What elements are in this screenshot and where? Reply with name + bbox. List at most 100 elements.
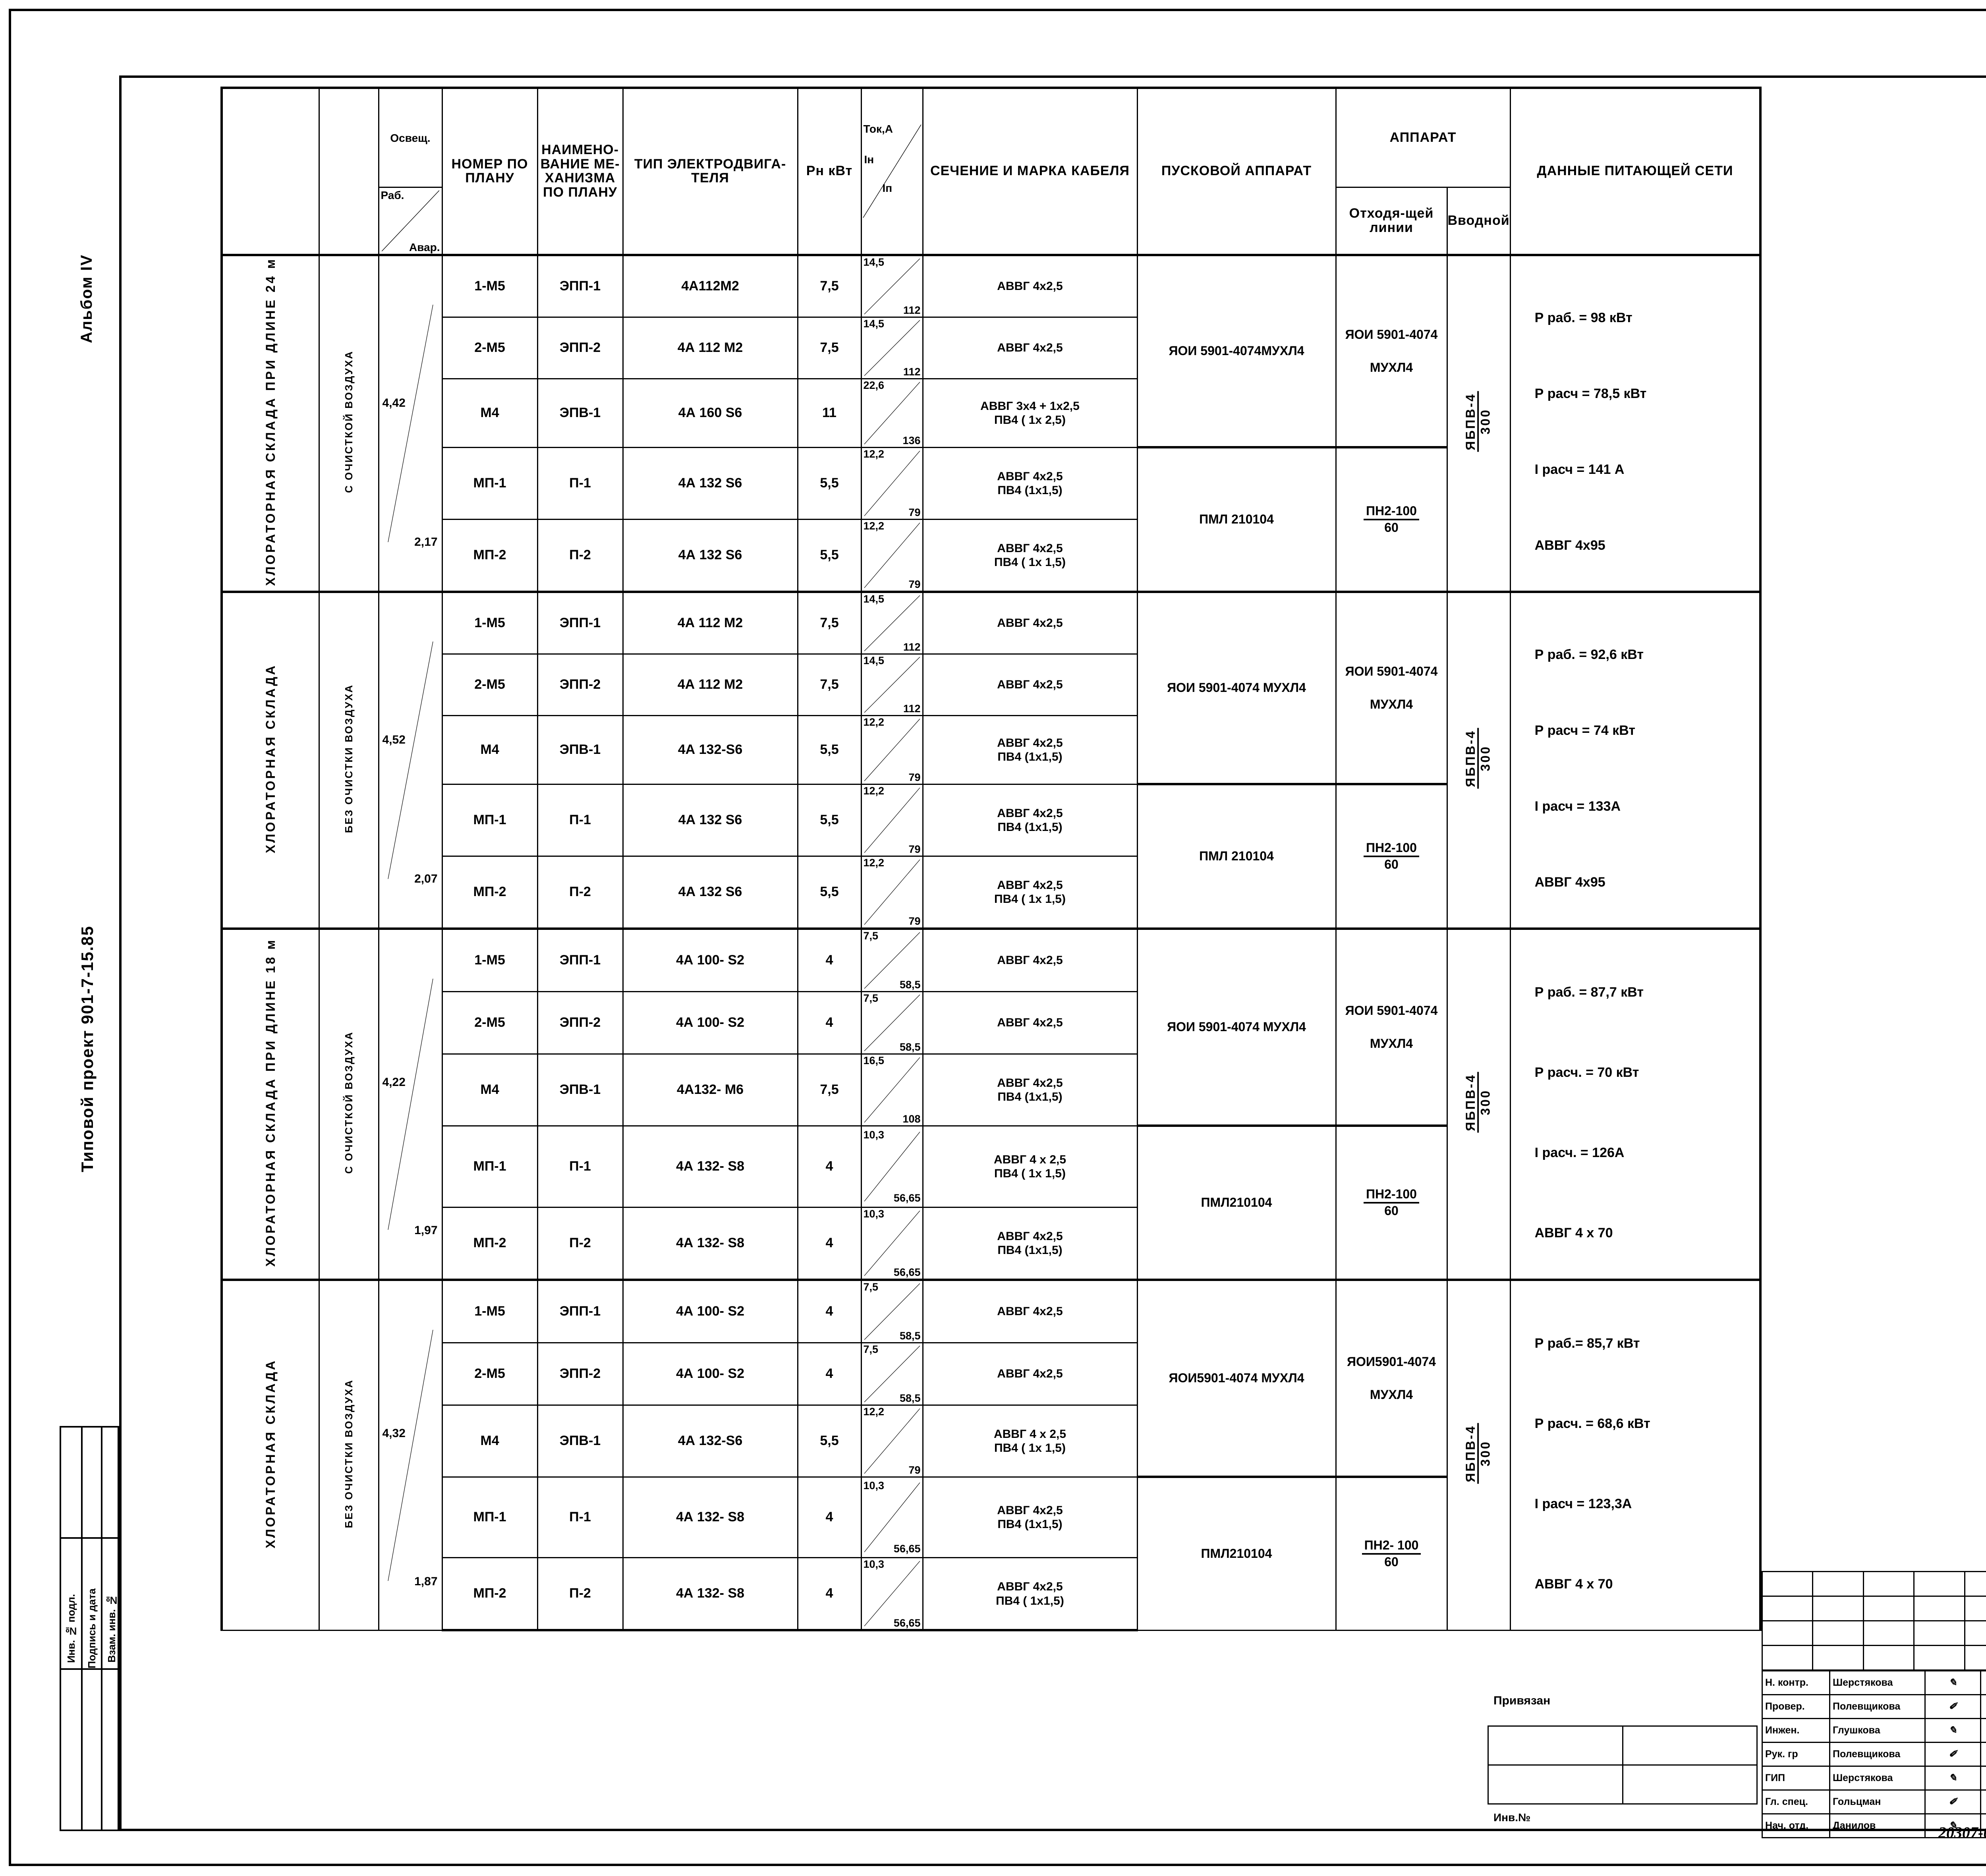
signature-row: Рук. гр Полевщикова ✐	[1762, 1742, 1986, 1767]
signature-name: Полевщикова	[1829, 1694, 1926, 1719]
cable-line-1: АВВГ 4 х 2,5	[993, 1427, 1066, 1441]
current-ip-value: 79	[908, 915, 921, 927]
cell-number-by-plan: МП-1	[441, 1476, 538, 1558]
cell-pn-kvt: 7,5	[797, 1053, 862, 1126]
current-in-value: 14,5	[863, 654, 885, 667]
row-group-label: ХЛОРАТОРНАЯ СКЛАДА	[220, 1278, 320, 1631]
cell-input-apparatus: ЯБПВ-4 300	[1446, 590, 1511, 929]
supply-line-4: АВВГ 4х95	[1534, 875, 1605, 890]
supply-line-1: Р раб. = 92,6 кВт	[1534, 647, 1644, 663]
cell-mechanism-name: П-2	[537, 518, 624, 592]
cell-number-by-plan: 2-М5	[441, 653, 538, 716]
row-lighting-load: 4,32 1,87	[378, 1278, 443, 1631]
header-starter: ПУСКОВОЙ АППАРАТ	[1136, 87, 1337, 255]
supply-line-2: Р расч. = 68,6 кВт	[1534, 1416, 1650, 1431]
cell-mechanism-name: ЭПВ-1	[537, 1053, 624, 1126]
distribution-network-table: Освещ. НОМЕР ПО ПЛАНУ НАИМЕНО-ВАНИЕ МЕ-Х…	[220, 87, 1762, 1631]
signature-role: Рук. гр	[1762, 1742, 1830, 1767]
row-lighting-load: 4,42 2,17	[378, 253, 443, 592]
table-row: 2-М5 ЭПП-2 4А 112 М2 7,5 14,5 112 АВВГ 4х2,5	[222, 316, 1760, 379]
cell-current-in-ip: 7,5 58,5	[860, 1278, 923, 1343]
lighting-work-value: 4,32	[382, 1427, 406, 1440]
cell-pn-kvt: 5,5	[797, 715, 862, 785]
current-in-value: 22,6	[863, 379, 885, 391]
signature-row: Инжен. Глушкова ✎	[1762, 1718, 1986, 1743]
cell-mechanism-name: П-2	[537, 1557, 624, 1631]
cell-mechanism-name: ЭПВ-1	[537, 378, 624, 448]
cell-cable: АВВГ 4х2,5	[922, 653, 1138, 716]
cell-motor-type: 4А 132-S6	[622, 715, 798, 785]
cable-line-1: АВВГ 3х4 + 1х2,5	[980, 399, 1080, 413]
table-row: 2-М5 ЭПП-2 4А 100- S2 4 7,5 58,5 АВВГ 4х2,5	[222, 1342, 1760, 1406]
cell-cable: АВВГ 4х2,5 ПВ4 (1х1,5)	[922, 1206, 1138, 1280]
cell-mechanism-name: ЭПВ-1	[537, 715, 624, 785]
signature-date	[1980, 1670, 1986, 1695]
signature-name: Шерстякова	[1829, 1766, 1926, 1791]
cell-cable: АВВГ 3х4 + 1х2,5 ПВ4 ( 1х 2,5)	[922, 378, 1138, 448]
current-ip-value: 58,5	[899, 979, 921, 991]
table-row: М4 ЭПВ-1 4А 160 S6 11 22,6 136 АВВГ 3х4 + 1х2,…	[222, 378, 1760, 448]
cell-pn-kvt: 11	[797, 378, 862, 448]
cell-mechanism-name: ЭПП-1	[537, 1278, 624, 1343]
current-in-value: 14,5	[863, 256, 885, 268]
table-row: М4 ЭПВ-1 4А132- М6 7,5 16,5 108 АВВГ 4х2,5 ПВ4 …	[222, 1053, 1760, 1126]
current-ip-value: 58,5	[899, 1041, 921, 1053]
row-lighting-load: 4,22 1,97	[378, 927, 443, 1280]
signatures-table: Н. контр. Шерстякова ✎ Провер. Полевщикова ✐ И…	[1762, 1670, 1986, 1838]
current-in-value: 12,2	[863, 716, 885, 728]
signature-row: Гл. спец. Гольцман ✐	[1762, 1789, 1986, 1814]
cell-pn-kvt: 5,5	[797, 1404, 862, 1478]
current-in-value: 7,5	[863, 929, 879, 942]
sheet-inner-border	[119, 75, 1986, 1831]
cell-pn-kvt: 5,5	[797, 446, 862, 520]
cell-motor-type: 4А 132 S6	[622, 855, 798, 929]
current-ip-value: 112	[903, 641, 921, 653]
cell-starter-bottom: ПМЛ210104	[1136, 1124, 1337, 1280]
cell-number-by-plan: 1-М5	[441, 927, 538, 992]
current-in-value: 10,3	[863, 1208, 885, 1220]
table-row: МП-1 П-1 4А 132 S6 5,5 12,2 79 АВВГ 4х2,5 ПВ4 (…	[222, 783, 1760, 929]
cell-outgoing-bottom: ПН2-100 60	[1335, 783, 1448, 929]
signature-name: Шерстякова	[1829, 1670, 1926, 1695]
current-ip-value: 56,65	[893, 1266, 921, 1279]
current-ip-value: 79	[908, 578, 921, 591]
cell-cable: АВВГ 4х2,5 ПВ4 ( 1х1,5)	[922, 1557, 1138, 1631]
cell-pn-kvt: 4	[797, 1557, 862, 1631]
cell-pn-kvt: 4	[797, 1206, 862, 1280]
cable-line-1: АВВГ 4х2,5	[997, 1076, 1063, 1090]
cell-starter-bottom: ПМЛ 210104	[1136, 446, 1337, 592]
table-row: МП-1 П-1 4А 132- S8 4 10,3 56,65 АВВГ 4х2,5 ПВ4…	[222, 1476, 1760, 1631]
current-ip-value: 58,5	[899, 1330, 921, 1342]
cable-line-1: АВВГ 4х2,5	[997, 1229, 1063, 1243]
stamp-divider-2	[60, 1668, 119, 1670]
input-den: 300	[1478, 1089, 1493, 1116]
cell-cable: АВВГ 4х2,5 ПВ4 ( 1х 1,5)	[922, 855, 1138, 929]
lighting-work-value: 4,22	[382, 1076, 406, 1089]
cell-outgoing-bottom: ПН2-100 60	[1335, 446, 1448, 592]
outgoing-fuse-rating: 60	[1384, 1203, 1399, 1218]
cell-cable: АВВГ 4х2,5	[922, 991, 1138, 1055]
current-in-value: 7,5	[863, 992, 879, 1004]
cell-current-in-ip: 22,6 136	[860, 378, 923, 448]
supply-line-1: Р раб.= 85,7 кВт	[1534, 1335, 1640, 1351]
cell-starter-top: ЯОИ 5901-4074 МУХЛ4	[1136, 590, 1337, 785]
stamp-cell-podpis-data: Подпись и дата	[81, 1428, 101, 1830]
cable-line-2: ПВ4 ( 1х1,5)	[996, 1594, 1064, 1607]
cell-current-in-ip: 12,2 79	[860, 446, 923, 520]
cell-mechanism-name: ЭПП-1	[537, 253, 624, 318]
cell-cable: АВВГ 4х2,5 ПВ4 (1х1,5)	[922, 1476, 1138, 1558]
privyazan-grid	[1488, 1686, 1758, 1805]
cell-current-in-ip: 12,2 79	[860, 855, 923, 929]
cell-outgoing-top: ЯОИ 5901-4074 МУХЛ4	[1335, 590, 1448, 785]
cable-line-1: АВВГ 4х2,5	[997, 878, 1063, 892]
outgoing-fuse-rating: 60	[1384, 520, 1399, 535]
cable-line-2: ПВ4 (1х1,5)	[997, 1518, 1063, 1531]
stamp-divider-1	[60, 1537, 119, 1539]
header-current-in: Iн	[864, 153, 874, 166]
input-den: 300	[1478, 408, 1493, 435]
cell-pn-kvt: 5,5	[797, 855, 862, 929]
signature-role: Нач. отд.	[1762, 1813, 1830, 1838]
cell-pn-kvt: 4	[797, 927, 862, 992]
